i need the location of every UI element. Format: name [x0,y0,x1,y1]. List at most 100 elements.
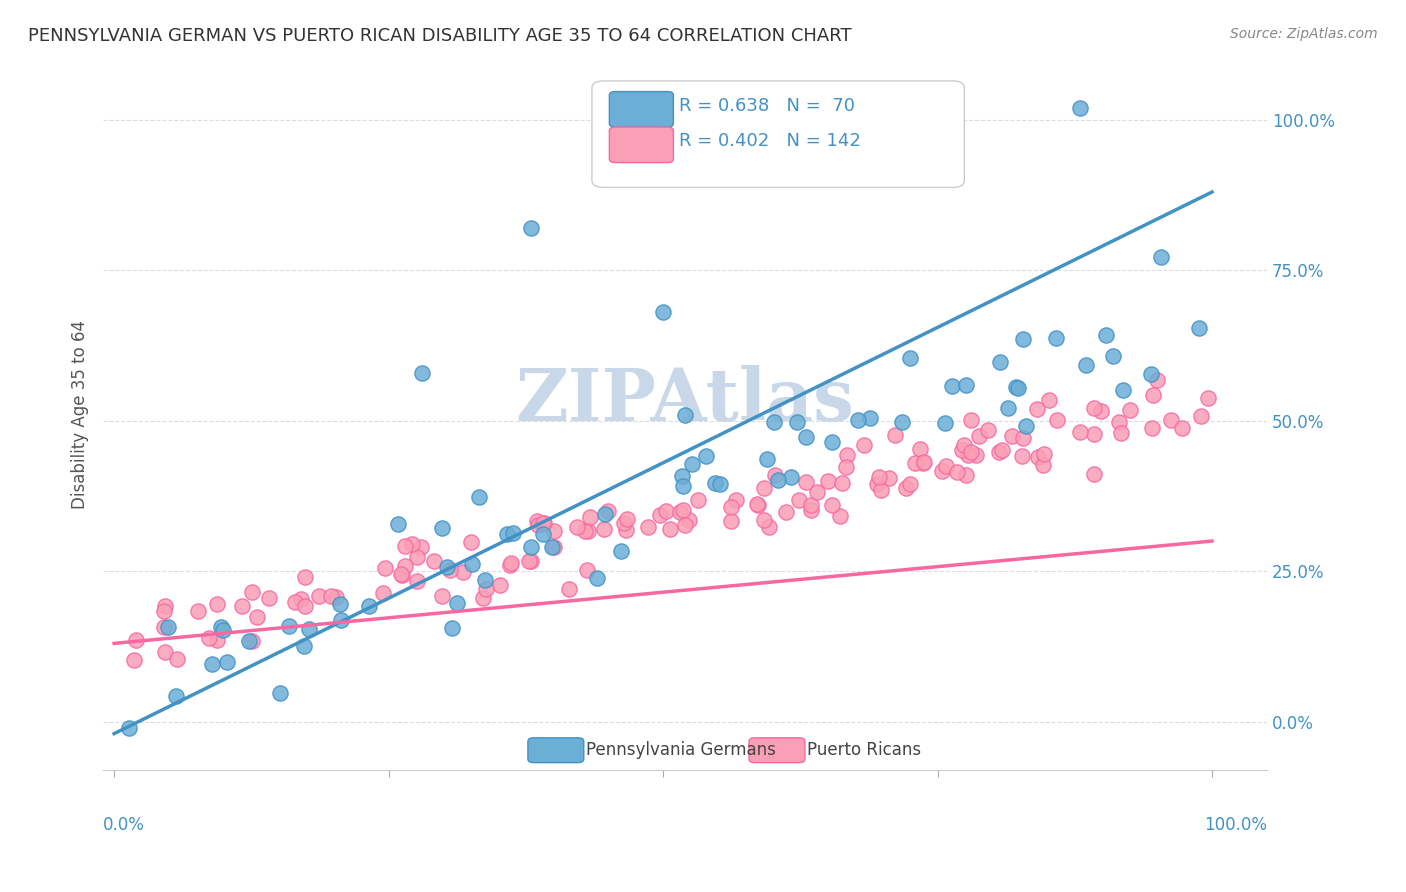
Point [1025,401,1047,416]
Point [1140,420,1163,434]
Point [890,415,912,429]
Point [610,544,633,558]
Point [166,652,188,666]
Point [330,613,353,627]
Point [1007,381,1029,395]
FancyBboxPatch shape [609,127,673,162]
Point [308,589,330,603]
Point [763,468,786,483]
Point [1109,426,1132,441]
Point [1108,416,1130,430]
Point [488,578,510,592]
Point [517,554,540,568]
Point [1101,349,1123,363]
Point [912,455,935,469]
Point [118,721,141,735]
Point [284,595,307,609]
Point [526,514,548,528]
Point [946,465,969,479]
Point [240,584,263,599]
Point [908,442,931,457]
Point [1069,425,1091,440]
Point [852,437,875,451]
Point [763,415,786,429]
Point [796,475,818,489]
Point [786,415,808,429]
Point [520,554,543,568]
Point [387,516,409,531]
Point [446,596,468,610]
Point [124,633,146,648]
FancyBboxPatch shape [527,738,583,763]
Point [655,504,678,518]
Point [846,413,869,427]
Point [558,582,581,597]
Point [231,599,253,613]
Point [527,517,550,532]
Point [678,512,700,526]
Point [533,516,555,530]
Point [201,657,224,671]
Point [987,444,1010,458]
Point [1140,367,1163,381]
Point [912,457,935,471]
Point [468,490,491,504]
Point [821,498,844,512]
Point [246,610,269,624]
Point [294,570,316,584]
Point [977,423,1000,437]
Point [931,464,953,478]
Point [543,524,565,538]
Point [613,516,636,531]
Point [1046,413,1069,427]
Point [1004,380,1026,394]
Point [1160,413,1182,427]
Text: 100.0%: 100.0% [1204,816,1267,834]
Point [1045,331,1067,345]
Point [240,633,263,648]
Point [153,645,176,659]
Point [439,563,461,577]
Point [391,568,413,582]
Point [198,631,221,645]
Point [122,653,145,667]
Point [595,507,617,521]
Point [866,476,889,491]
Point [1074,358,1097,372]
Point [965,448,987,462]
Point [935,458,957,473]
Point [531,516,554,530]
Point [709,476,731,491]
Point [669,505,692,519]
Point [238,634,260,648]
Point [576,524,599,538]
Point [1083,401,1105,416]
Point [800,503,823,517]
Point [831,476,853,491]
Point [1012,332,1035,346]
Point [394,558,416,573]
Point [988,355,1011,369]
Point [868,470,890,484]
Point [579,509,602,524]
Point [934,416,956,430]
Point [205,597,228,611]
Point [956,448,979,462]
Text: Pennsylvania Germans: Pennsylvania Germans [586,741,776,759]
Point [898,351,921,365]
Point [650,508,672,522]
Point [688,492,710,507]
Point [1001,429,1024,443]
Point [152,604,174,618]
Point [830,509,852,524]
Point [409,541,432,555]
Point [153,620,176,634]
Point [671,468,693,483]
Point [294,599,316,614]
Point [374,561,396,575]
Point [898,477,921,491]
Point [969,429,991,443]
Point [724,493,747,508]
Point [259,591,281,606]
Point [1150,250,1173,264]
